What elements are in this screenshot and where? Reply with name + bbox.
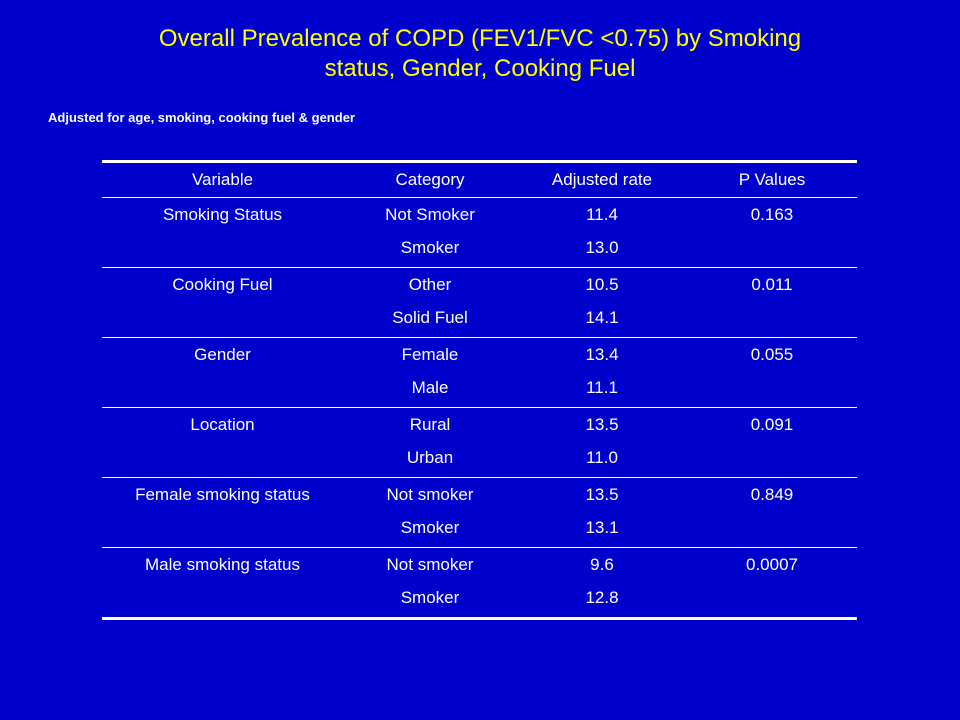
adjusted-rate-cell: 11.1: [586, 378, 618, 397]
category-cell: Not smoker: [386, 555, 474, 574]
slide-subtitle: Adjusted for age, smoking, cooking fuel …: [48, 110, 355, 125]
variable-cell: Smoking Status: [162, 205, 283, 224]
table-row: Male 11.1: [102, 371, 857, 408]
slide-title-line-2: status, Gender, Cooking Fuel: [324, 55, 636, 82]
adjusted-rate-cell: 13.1: [585, 518, 619, 537]
category-cell: Male: [411, 378, 449, 397]
p-value-cell: 0.091: [750, 415, 794, 434]
variable-cell-empty: [102, 231, 343, 268]
adjusted-rate-cell: 13.5: [585, 485, 619, 504]
variable-cell-empty: [102, 581, 343, 619]
category-cell: Solid Fuel: [392, 308, 468, 327]
category-cell: Not Smoker: [385, 205, 475, 224]
header-category: Category: [395, 170, 465, 189]
variable-cell: Cooking Fuel: [172, 275, 273, 294]
adjusted-rate-cell: 14.1: [585, 308, 619, 327]
prevalence-table: Variable Category Adjusted rate P Values…: [102, 160, 857, 620]
slide-title: Overall Prevalence of COPD (FEV1/FVC <0.…: [40, 24, 920, 84]
variable-cell: Gender: [194, 345, 251, 364]
adjusted-rate-cell: 11.4: [586, 205, 618, 224]
category-cell: Not smoker: [386, 485, 474, 504]
category-cell: Smoker: [400, 588, 460, 607]
category-cell: Female: [401, 345, 459, 364]
table-row: Urban 11.0: [102, 441, 857, 478]
header-adjusted-rate: Adjusted rate: [551, 170, 653, 189]
variable-cell-empty: [102, 511, 343, 548]
table-row: Smoker 13.1: [102, 511, 857, 548]
p-value-cell-empty: [687, 301, 857, 338]
variable-cell: Male smoking status: [145, 555, 300, 574]
table-row: Smoking Status Not Smoker 11.4 0.163: [102, 198, 857, 232]
adjusted-rate-cell: 10.5: [585, 275, 619, 294]
table-row: Gender Female 13.4 0.055: [102, 338, 857, 372]
variable-cell-empty: [102, 441, 343, 478]
p-value-cell-empty: [687, 581, 857, 619]
p-value-cell: 0.011: [751, 275, 793, 294]
category-cell: Urban: [406, 448, 454, 467]
header-variable: Variable: [191, 170, 254, 189]
p-value-cell: 0.163: [750, 205, 794, 224]
table-row: Smoker 12.8: [102, 581, 857, 619]
adjusted-rate-cell: 11.0: [586, 448, 618, 467]
table-row: Location Rural 13.5 0.091: [102, 408, 857, 442]
category-cell: Smoker: [400, 238, 460, 257]
category-cell: Rural: [409, 415, 451, 434]
p-value-cell-empty: [687, 511, 857, 548]
slide-title-line-1: Overall Prevalence of COPD (FEV1/FVC <0.…: [158, 25, 802, 52]
adjusted-rate-cell: 12.8: [585, 588, 619, 607]
p-value-cell: 0.849: [750, 485, 794, 504]
adjusted-rate-cell: 13.0: [585, 238, 619, 257]
table-row: Cooking Fuel Other 10.5 0.011: [102, 268, 857, 302]
table-header-row: Variable Category Adjusted rate P Values: [102, 161, 857, 198]
p-value-cell: 0.055: [750, 345, 794, 364]
p-value-cell-empty: [687, 231, 857, 268]
p-value-cell-empty: [687, 441, 857, 478]
adjusted-rate-cell: 13.4: [585, 345, 619, 364]
table-row: Solid Fuel 14.1: [102, 301, 857, 338]
variable-cell-empty: [102, 371, 343, 408]
p-value-cell-empty: [687, 371, 857, 408]
variable-cell: Location: [190, 415, 255, 434]
adjusted-rate-cell: 13.5: [585, 415, 619, 434]
category-cell: Other: [408, 275, 452, 294]
p-value-cell: 0.0007: [746, 555, 798, 574]
header-p-values: P Values: [738, 170, 806, 189]
variable-cell-empty: [102, 301, 343, 338]
table-row: Smoker 13.0: [102, 231, 857, 268]
table-row: Female smoking status Not smoker 13.5 0.…: [102, 478, 857, 512]
adjusted-rate-cell: 9.6: [590, 555, 614, 574]
table-row: Male smoking status Not smoker 9.6 0.000…: [102, 548, 857, 582]
category-cell: Smoker: [400, 518, 460, 537]
variable-cell: Female smoking status: [135, 485, 310, 504]
